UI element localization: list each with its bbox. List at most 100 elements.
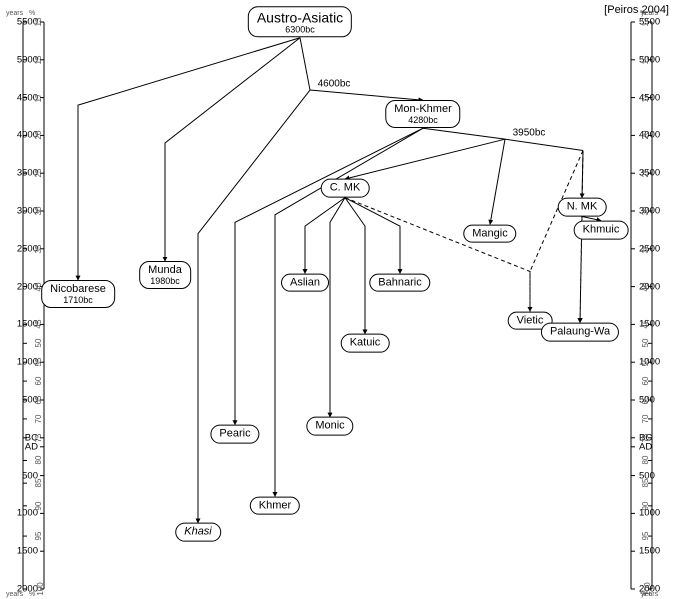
axis-pct-right: 15 [641, 55, 650, 64]
node-label: Khasi [184, 526, 212, 538]
axis-pct-right: 65 [641, 396, 650, 405]
axis-pct-left: 13 [34, 18, 43, 27]
axis-pct-left: 55 [34, 358, 43, 367]
axis-pct-left: 85 [34, 479, 43, 488]
axis-pct-left: 45 [34, 320, 43, 329]
node-nmk: N. MK [558, 198, 607, 217]
axis-pct-left: 15 [34, 55, 43, 64]
axis-pct-right: 17 [641, 93, 650, 102]
node-label: Mangic [472, 227, 507, 239]
axis-year-left: AD [16, 441, 38, 452]
axis-year-right: AD [639, 441, 652, 452]
node-label: Palaung-Wa [550, 326, 610, 338]
node-sublabel: 6300bc [257, 24, 343, 34]
axis-year-left: 1500 [16, 546, 38, 557]
node-pearic: Pearic [210, 425, 259, 444]
node-sublabel: 1980bc [148, 276, 182, 286]
node-label: Austro-Asiatic [257, 9, 343, 25]
axis-pct-left: 20 [34, 131, 43, 140]
node-label: C. MK [330, 182, 361, 194]
axis-pct-right: 90 [641, 501, 650, 510]
node-label: Munda [148, 264, 182, 276]
edge [490, 139, 505, 224]
node-label: Nicobarese [50, 283, 106, 295]
node-aslian: Aslian [281, 273, 329, 292]
edge [305, 198, 345, 274]
node-label: N. MK [567, 201, 598, 213]
node-label: Vietic [517, 314, 544, 326]
axis-pct-left: 17 [34, 93, 43, 102]
node-munda: Munda1980bc [139, 261, 191, 289]
node-monic: Monic [306, 417, 353, 436]
axis-title-pct-right-b: % [640, 591, 646, 598]
edge [310, 90, 423, 100]
node-mangic: Mangic [463, 224, 516, 243]
node-label: Pearic [219, 428, 250, 440]
node-monkhmer: Mon-Khmer4280bc [385, 100, 460, 128]
edge [300, 38, 310, 90]
node-bahnaric: Bahnaric [369, 273, 430, 292]
node-label: Bahnaric [378, 276, 421, 288]
node-label: Khmer [259, 500, 291, 512]
node-cmk: C. MK [321, 179, 370, 198]
node-label: Katuic [350, 337, 381, 349]
axis-pct-left: 65 [34, 396, 43, 405]
tree-diagram: [Peiros 2004] Austro-Asiatic6300bc Mon-Kh… [0, 0, 675, 599]
axis-pct-right: 85 [641, 479, 650, 488]
edge [165, 38, 300, 262]
edge [345, 198, 530, 312]
axis-pct-right: 35 [641, 244, 650, 253]
edge [582, 151, 583, 198]
axis-pct-left: 75 [34, 433, 43, 442]
axis-pct-left: 70 [34, 414, 43, 423]
node-sublabel: 4280bc [394, 115, 451, 125]
axis-title-pct-right: % [640, 10, 646, 17]
node-label: Mon-Khmer [394, 103, 451, 115]
axis-pct-right: 45 [641, 320, 650, 329]
node-khasi: Khasi [175, 523, 221, 542]
node-sublabel: 1710bc [50, 295, 106, 305]
node-nicobarese: Nicobarese1710bc [41, 280, 115, 308]
axis-pct-right: 50 [641, 339, 650, 348]
axis-title-years-left: years [6, 10, 23, 17]
node-root: Austro-Asiatic6300bc [248, 6, 352, 37]
junction-label-j4600: 4600bc [318, 79, 351, 90]
node-khmuic: Khmuic [574, 221, 629, 240]
axis-pct-left: 95 [34, 532, 43, 541]
axis-pct-left: 90 [34, 501, 43, 510]
edge [78, 38, 300, 280]
edge [345, 198, 365, 334]
axis-pct-right: 20 [641, 131, 650, 140]
axis-title-pct-left: % [29, 10, 35, 17]
axis-pct-right: 40 [641, 282, 650, 291]
node-label: Khmuic [583, 224, 620, 236]
axis-title-pct-left-b: % [29, 591, 35, 598]
junction-label-j3950: 3950bc [513, 128, 546, 139]
axis-pct-left: 40 [34, 282, 43, 291]
citation-label: [Peiros 2004] [604, 4, 669, 16]
axis-pct-left: 50 [34, 339, 43, 348]
edge [423, 128, 505, 139]
axis-pct-right: 30 [641, 207, 650, 216]
axis-pct-right: 80 [641, 456, 650, 465]
node-katuic: Katuic [341, 334, 390, 353]
axis-pct-right: 95 [641, 532, 650, 541]
axis-pct-right: 13 [641, 18, 650, 27]
edge [345, 198, 400, 274]
axis-pct-right: 75 [641, 433, 650, 442]
node-khmer: Khmer [250, 497, 300, 516]
node-palaungwa: Palaung-Wa [541, 323, 619, 342]
edge [330, 198, 345, 418]
node-label: Monic [315, 420, 344, 432]
edge [505, 139, 583, 150]
edge [345, 139, 505, 179]
axis-pct-left: 100 [36, 582, 45, 595]
axis-pct-left: 25 [34, 169, 43, 178]
axis-title-years-left-b: years [6, 591, 23, 598]
axis-pct-left: 80 [34, 456, 43, 465]
axis-pct-right: 55 [641, 358, 650, 367]
axis-pct-left: 35 [34, 244, 43, 253]
axis-pct-right: 60 [641, 377, 650, 386]
axis-year-right: 1500 [639, 546, 660, 557]
axis-pct-right: 70 [641, 414, 650, 423]
